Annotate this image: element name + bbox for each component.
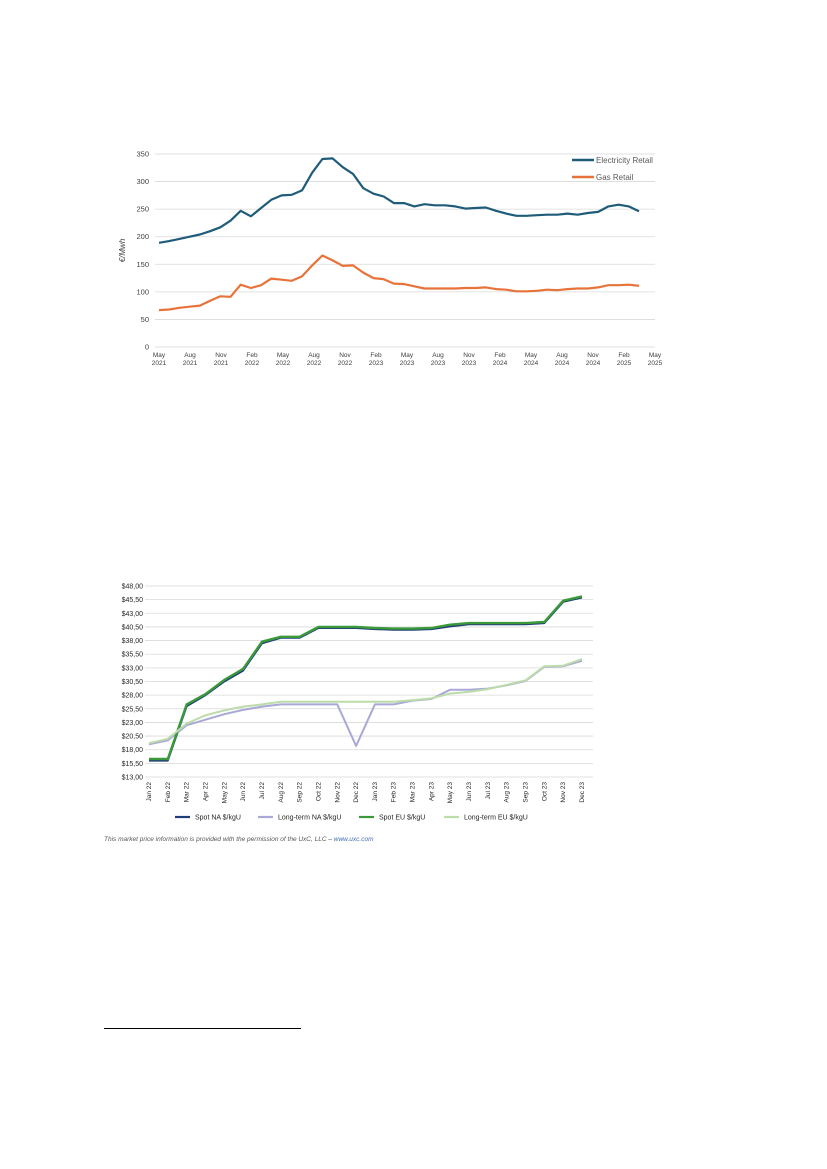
credit-link[interactable]: www.uxc.com (333, 836, 374, 843)
y-tick-label: $23,00 (122, 720, 144, 727)
y-tick-label: 50 (141, 315, 149, 324)
x-tick-label-month: May (401, 352, 414, 359)
x-tick-label-month: Nov (339, 352, 351, 359)
x-tick-label-month: Feb (246, 352, 258, 359)
x-tick-label-month: May (277, 352, 290, 359)
x-tick-label-year: 2024 (586, 360, 601, 367)
y-axis-label: €/Mwh (118, 238, 127, 262)
credit-text: This market price information is provide… (104, 836, 334, 843)
y-tick-label: $15,50 (122, 761, 144, 768)
y-tick-label: $25,50 (122, 706, 144, 713)
x-tick-label: Oct 23 (541, 782, 548, 802)
retail-price-chart: 050100150200250300350May2021Aug2021Nov20… (118, 150, 663, 368)
y-tick-label: 350 (136, 150, 149, 159)
y-tick-label: 100 (136, 287, 149, 296)
legend-label: Electricity Retail (596, 156, 653, 165)
series-line-gas (158, 254, 640, 312)
series-line-long-term-eu (148, 658, 583, 745)
x-tick-label-month: Feb (370, 352, 382, 359)
x-tick-label-month: Nov (587, 352, 599, 359)
x-tick-label-month: Feb (494, 352, 506, 359)
x-tick-label-year: 2024 (524, 360, 539, 367)
x-tick-label: Sep 22 (297, 782, 304, 803)
y-tick-label: $20,50 (122, 734, 144, 741)
x-tick-label: May 22 (221, 782, 228, 804)
x-tick-label: Dec 23 (579, 782, 586, 803)
x-tick-label: Feb 22 (165, 782, 172, 803)
x-tick-label-month: Aug (184, 352, 196, 359)
x-tick-label-month: Aug (308, 352, 320, 359)
x-tick-label: Dec 22 (353, 782, 360, 803)
uranium-price-chart: $13,00 $15,50 $18,00 $20,50 $23,00 $25,50 $28,… (122, 584, 593, 822)
y-tick-label: $28,00 (122, 693, 144, 700)
y-tick-label: 150 (136, 260, 149, 269)
x-tick-label-month: Nov (215, 352, 227, 359)
x-tick-label-year: 2021 (214, 360, 229, 367)
x-tick-label: Aug 23 (504, 782, 511, 803)
x-tick-label-month: Nov (463, 352, 475, 359)
x-tick-label-year: 2022 (307, 360, 322, 367)
y-tick-label: $40,50 (122, 624, 144, 631)
y-tick-label: 0 (145, 343, 149, 352)
y-tick-label: 200 (136, 232, 149, 241)
x-tick-label: Nov 22 (334, 782, 341, 803)
x-tick-label: Mar 22 (184, 782, 191, 803)
x-tick-label: Sep 23 (523, 782, 530, 803)
legend-label: Spot NA $/kgU (195, 815, 241, 822)
y-tick-label: $48,00 (122, 584, 144, 591)
x-tick-label: Mar 23 (410, 782, 417, 803)
x-tick-label: Apr 23 (428, 782, 435, 802)
x-tick-label-month: May (525, 352, 538, 359)
y-tick-label: 250 (136, 205, 149, 214)
x-tick-label: Feb 23 (391, 782, 398, 803)
x-tick-label-year: 2023 (369, 360, 384, 367)
x-tick-label-year: 2022 (276, 360, 291, 367)
x-tick-label: Jun 22 (240, 782, 247, 802)
x-tick-label: Aug 22 (278, 782, 285, 803)
footnote-separator (104, 1028, 301, 1029)
x-tick-label: Jan 22 (146, 782, 153, 802)
x-tick-label-year: 2024 (493, 360, 508, 367)
legend-label: Long-term NA $/kgU (278, 815, 341, 822)
x-tick-label-month: May (649, 352, 662, 359)
x-tick-label: Jan 23 (372, 782, 379, 802)
x-tick-label: Apr 22 (202, 782, 209, 802)
x-tick-label-year: 2023 (431, 360, 446, 367)
series-line-long-term-na (148, 659, 583, 747)
x-tick-label-month: Feb (618, 352, 630, 359)
legend-label: Gas Retail (596, 173, 634, 182)
series-line-electricity (158, 157, 640, 244)
x-tick-label: Jun 23 (466, 782, 473, 802)
legend-label: Spot EU $/kgU (379, 815, 425, 822)
x-tick-label-year: 2025 (617, 360, 632, 367)
x-tick-label-year: 2023 (400, 360, 415, 367)
x-tick-label-year: 2021 (183, 360, 198, 367)
y-tick-label: $43,00 (122, 611, 144, 618)
y-tick-label: $33,00 (122, 665, 144, 672)
y-tick-label: $38,00 (122, 638, 144, 645)
x-tick-label: Nov 23 (560, 782, 567, 803)
y-tick-label: $45,50 (122, 597, 144, 604)
x-tick-label-year: 2022 (245, 360, 260, 367)
y-tick-label: $13,00 (122, 775, 144, 782)
y-tick-label: $35,50 (122, 652, 144, 659)
x-tick-label: Oct 22 (315, 782, 322, 802)
x-tick-label-month: Aug (556, 352, 568, 359)
x-tick-label: Jul 22 (259, 782, 266, 800)
x-tick-label-year: 2022 (338, 360, 353, 367)
x-tick-label-year: 2025 (648, 360, 663, 367)
price-credit-note: This market price information is provide… (104, 836, 374, 843)
y-tick-label: $18,00 (122, 747, 144, 754)
series-line-spot-eu (149, 595, 583, 761)
x-tick-label: May 23 (447, 782, 454, 804)
legend-label: Long-term EU $/kgU (464, 815, 528, 822)
x-tick-label-year: 2023 (462, 360, 477, 367)
x-tick-label: Jul 23 (485, 782, 492, 800)
x-tick-label-month: May (153, 352, 166, 359)
y-tick-label: 300 (136, 177, 149, 186)
x-tick-label-month: Aug (432, 352, 444, 359)
x-tick-label-year: 2021 (152, 360, 167, 367)
x-tick-label-year: 2024 (555, 360, 570, 367)
y-tick-label: $30,50 (122, 679, 144, 686)
